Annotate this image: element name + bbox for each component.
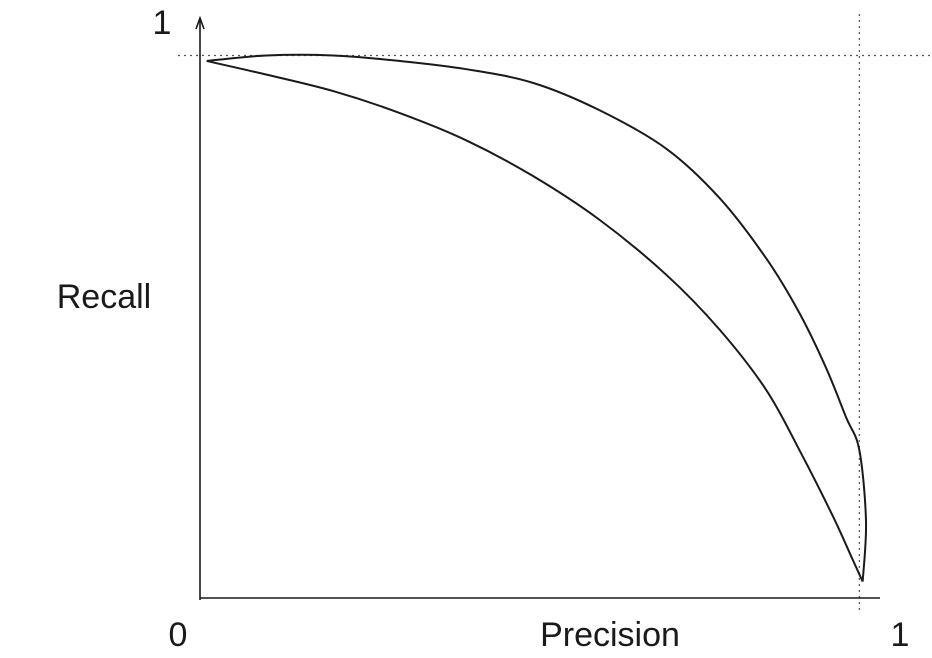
x-axis-title: Precision [540,616,680,654]
y-tick-label-max: 1 [153,4,172,42]
axes [195,15,880,600]
series-line-1 [206,53,868,582]
y-axis-arrow [195,15,205,30]
x-tick-label-min: 0 [169,616,188,654]
x-tick-label-max: 1 [891,616,910,654]
series-line-2 [206,59,864,582]
reference-lines [178,14,932,612]
y-axis-title: Recall [57,278,151,316]
series-group [206,53,868,582]
